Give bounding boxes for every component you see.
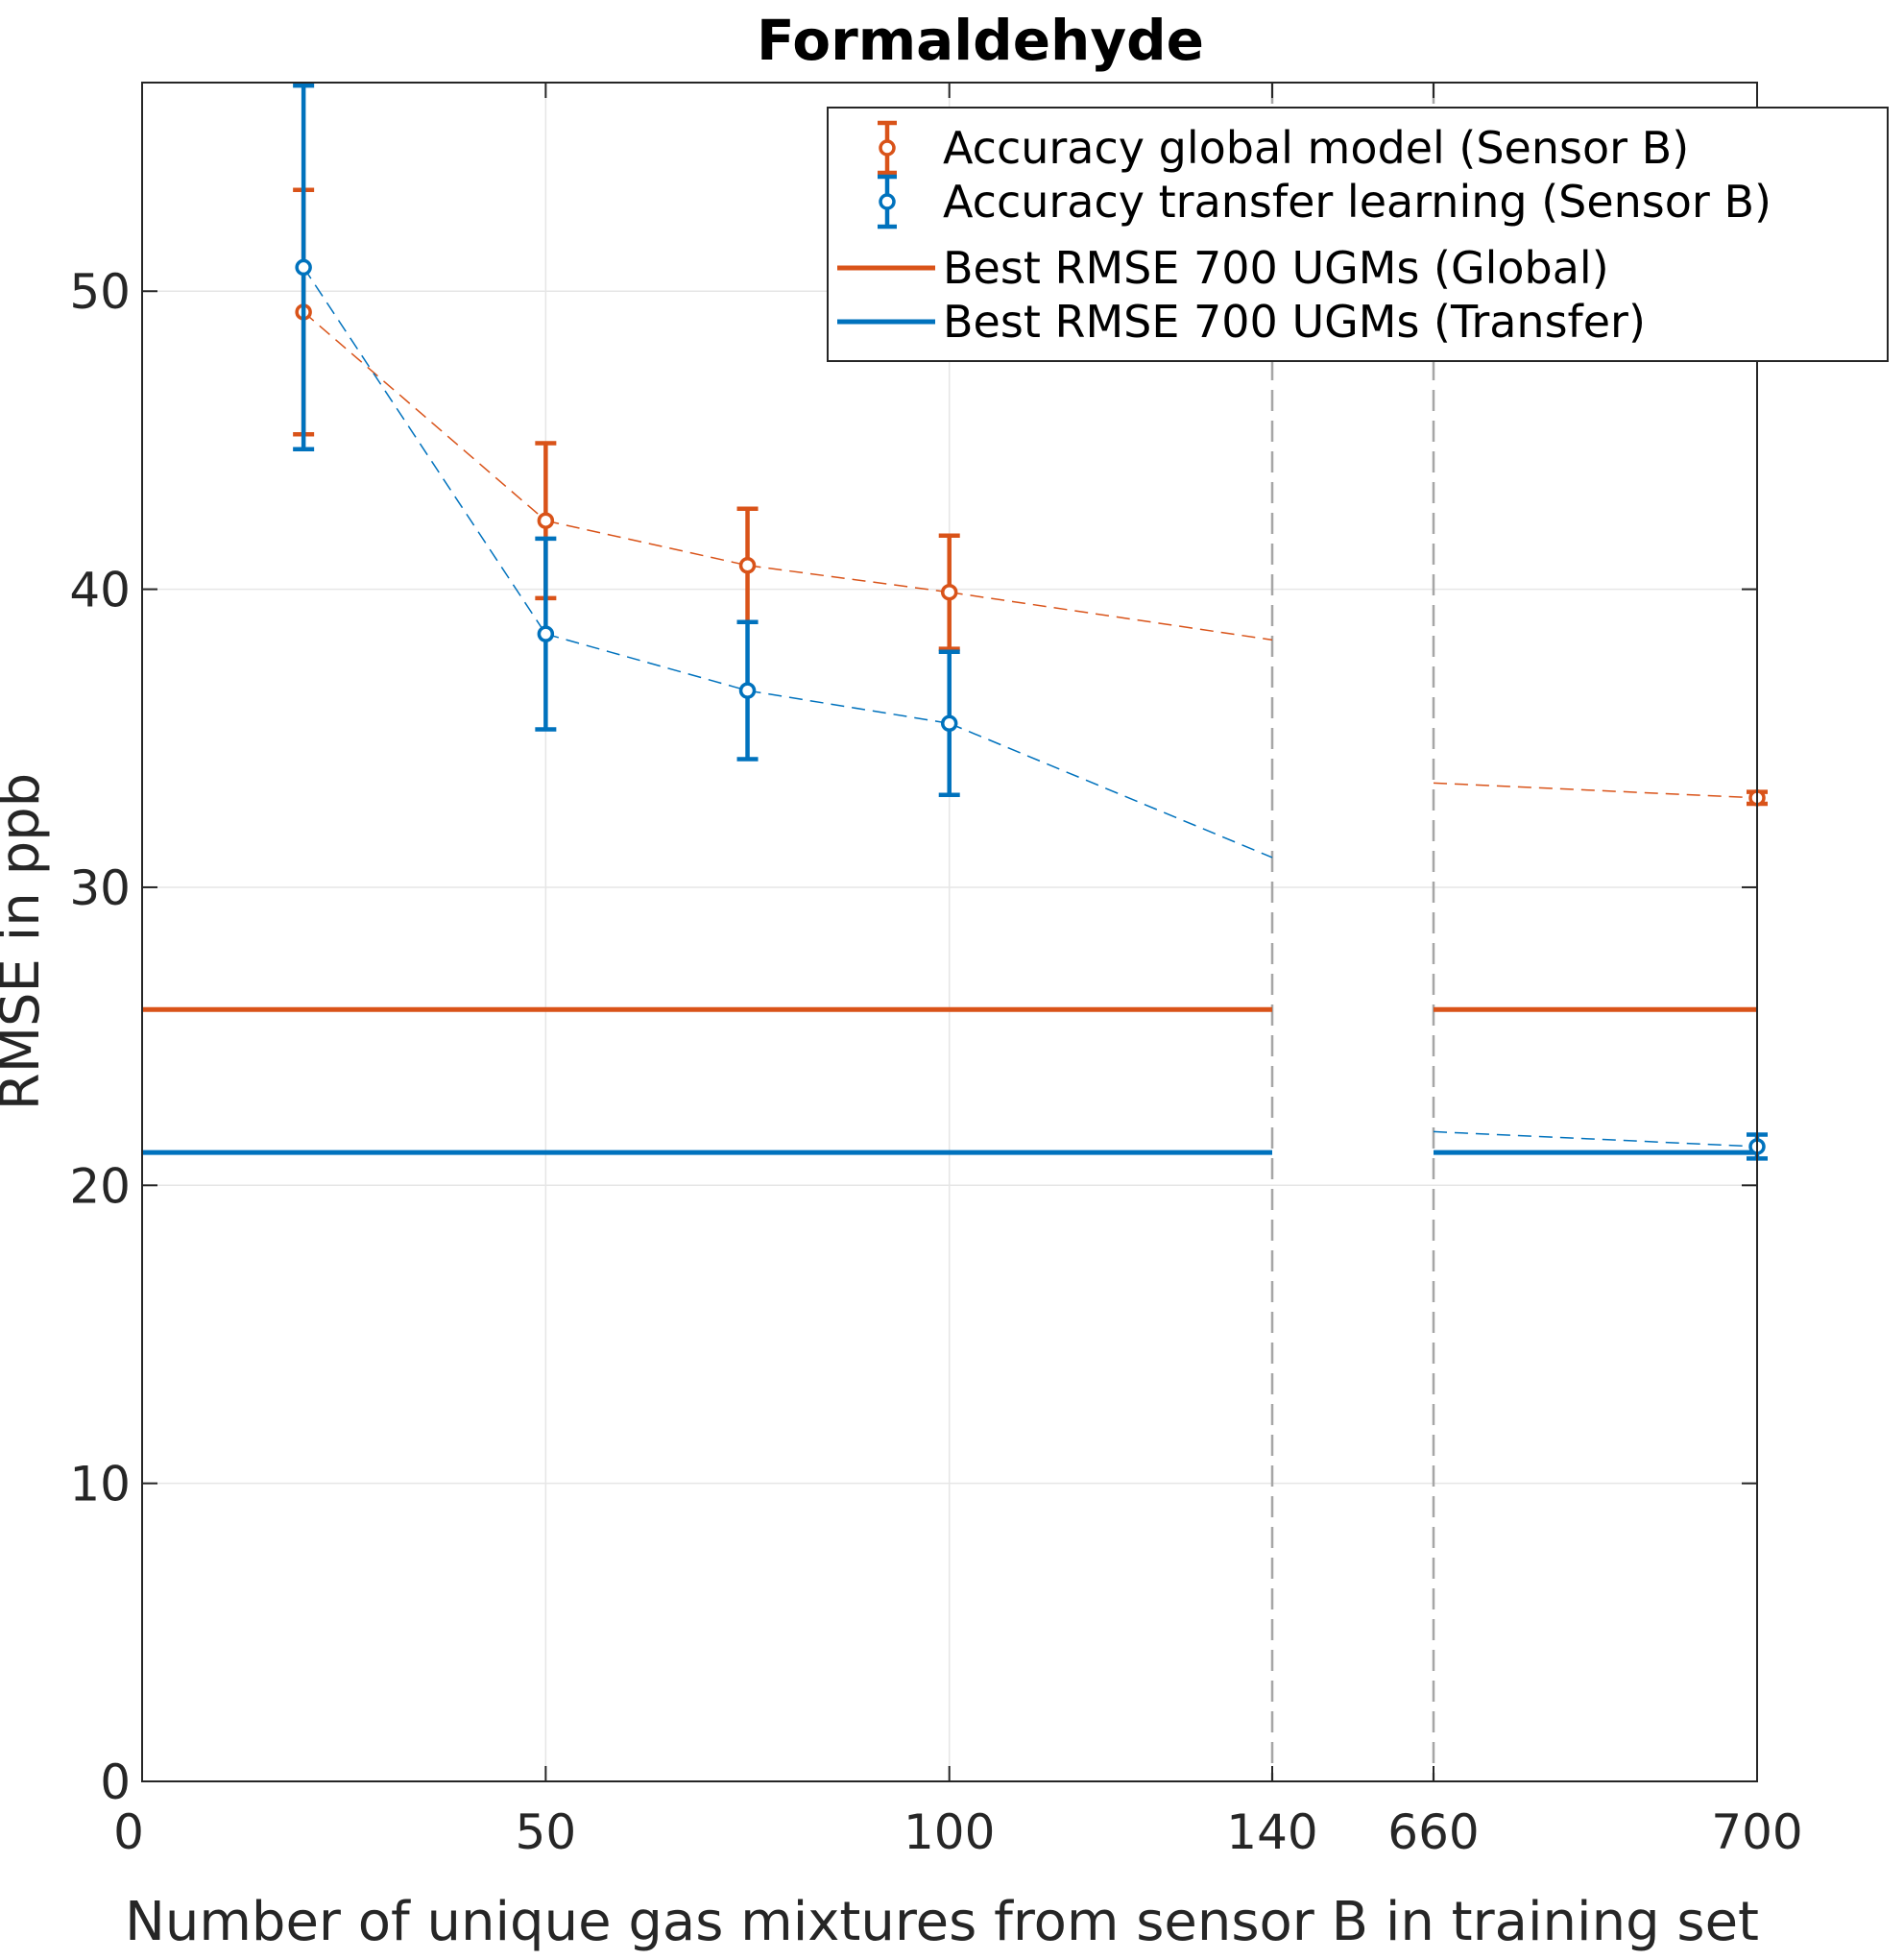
y-axis-label: RMSE in ppb bbox=[0, 773, 52, 1110]
legend-box bbox=[827, 107, 1889, 362]
x-axis-label: Number of unique gas mixtures from senso… bbox=[125, 1891, 1759, 1953]
x-tick-label: 50 bbox=[516, 1804, 577, 1860]
trend-line-segment bbox=[545, 520, 748, 567]
legend-marker-icon bbox=[879, 193, 896, 210]
trend-line-segment bbox=[545, 633, 748, 691]
trend-line-segment bbox=[1433, 1130, 1758, 1148]
y-tick-label: 10 bbox=[69, 1457, 131, 1512]
y-tick-label: 30 bbox=[69, 860, 131, 916]
trend-line-segment bbox=[302, 311, 546, 521]
data-point bbox=[537, 625, 555, 642]
data-point bbox=[537, 512, 555, 529]
x-tick-label: 660 bbox=[1387, 1804, 1479, 1860]
trend-line-segment bbox=[949, 722, 1273, 859]
trend-line-segment bbox=[747, 690, 950, 724]
chart-title: Formaldehyde bbox=[757, 8, 1204, 73]
y-tick-label: 50 bbox=[69, 264, 131, 320]
x-tick-label: 100 bbox=[904, 1804, 995, 1860]
ticks: 0 10 20 30 40 50 0 50 100 140 660 700 bbox=[69, 83, 1803, 1860]
data-point bbox=[940, 583, 958, 601]
trend-line-segment bbox=[1433, 782, 1758, 799]
trend-line-segment bbox=[747, 565, 950, 593]
legend-label: Accuracy global model (Sensor B) bbox=[943, 122, 1689, 174]
legend-label: Best RMSE 700 UGMs (Global) bbox=[943, 242, 1609, 294]
x-tick-label: 0 bbox=[113, 1804, 144, 1860]
axis-break bbox=[1270, 83, 1435, 1781]
legend-label: Best RMSE 700 UGMs (Transfer) bbox=[943, 296, 1646, 348]
legend-label: Accuracy transfer learning (Sensor B) bbox=[943, 176, 1771, 228]
legend-marker-icon bbox=[879, 139, 896, 157]
data-point bbox=[295, 258, 312, 277]
y-tick-label: 40 bbox=[69, 563, 131, 618]
x-tick-label: 700 bbox=[1711, 1804, 1802, 1860]
series bbox=[142, 83, 1768, 1161]
data-point bbox=[940, 714, 958, 733]
y-tick-label: 20 bbox=[69, 1158, 131, 1214]
grid bbox=[142, 83, 1757, 1781]
data-point bbox=[738, 682, 757, 699]
data-point bbox=[738, 557, 757, 574]
legend: Accuracy global model (Sensor B)Accuracy… bbox=[827, 107, 1889, 362]
x-tick-label: 140 bbox=[1226, 1804, 1317, 1860]
y-tick-label: 0 bbox=[100, 1754, 131, 1810]
trend-line-segment bbox=[949, 591, 1273, 641]
trend-line-segment bbox=[302, 267, 546, 635]
